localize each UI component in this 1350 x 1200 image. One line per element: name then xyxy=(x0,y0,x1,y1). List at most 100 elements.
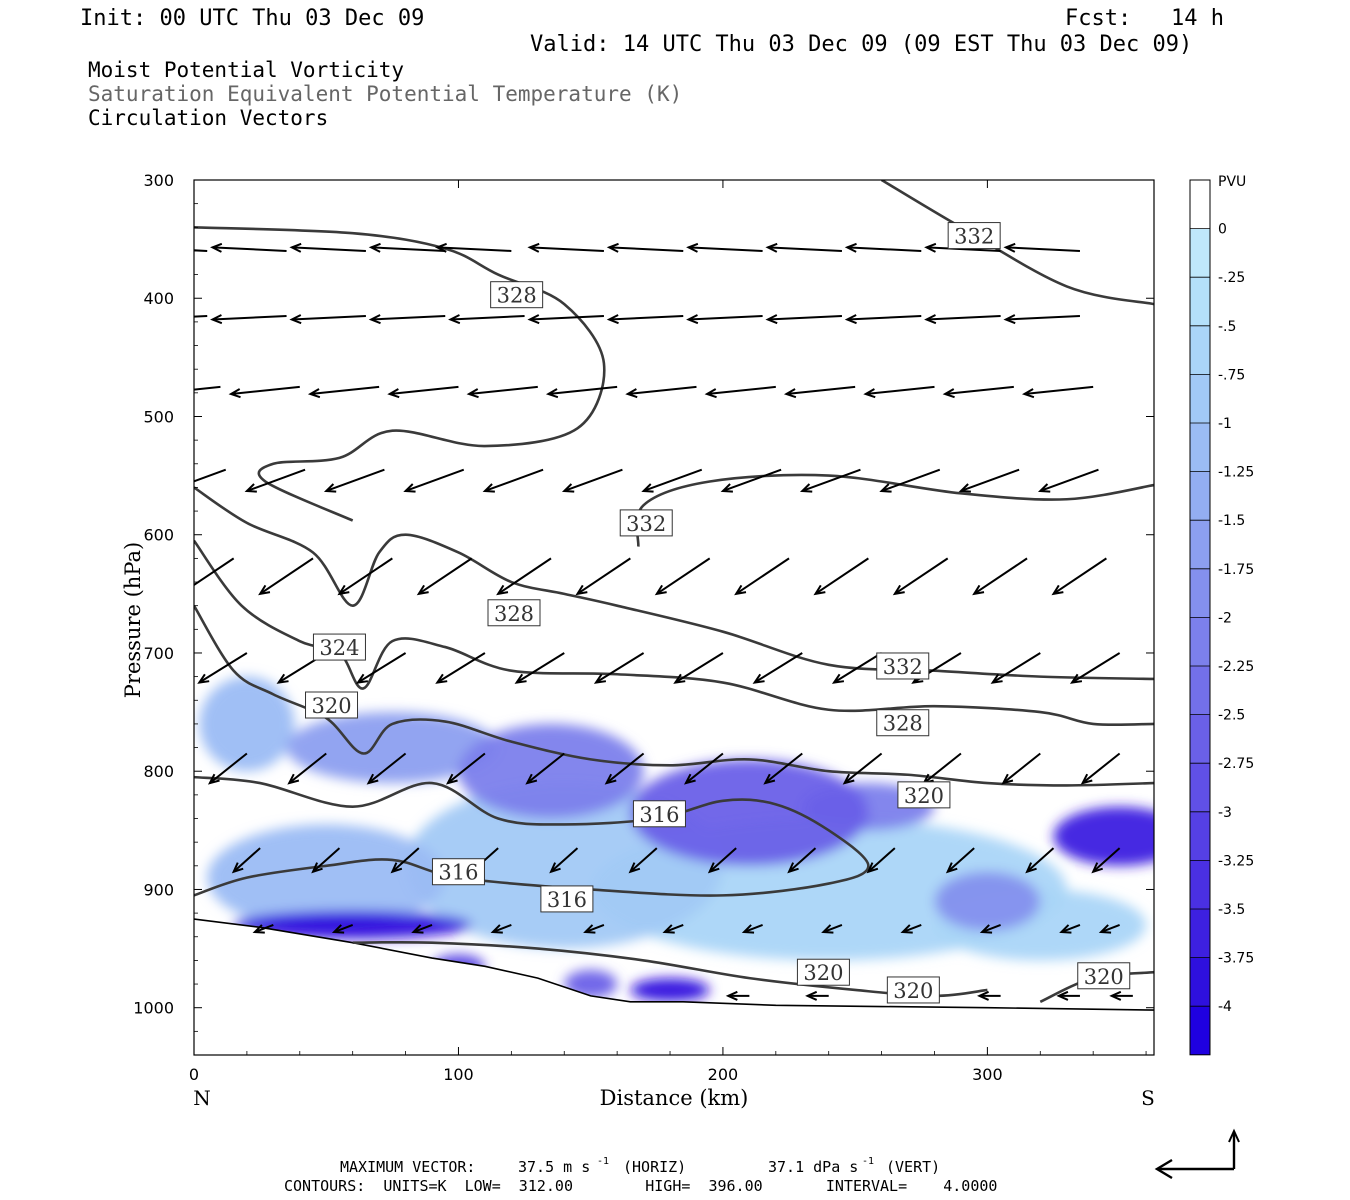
mpv-region xyxy=(1053,806,1154,866)
x-tick-label: 0 xyxy=(189,1065,199,1084)
circulation-vector xyxy=(1001,752,1041,785)
colorbar-swatch xyxy=(1190,180,1210,229)
mpv-region xyxy=(458,723,644,819)
mpv-region xyxy=(630,978,710,1002)
circulation-vector xyxy=(763,752,803,785)
x-tick-label: 200 xyxy=(708,1065,739,1084)
isentrope-label-layer: 332 328 332 328 324 332 320 328 320 316 316 316 320 3… xyxy=(305,222,1131,1004)
circulation-vector xyxy=(289,314,366,325)
colorbar-label: -.25 xyxy=(1218,270,1245,286)
circulation-vector xyxy=(194,314,208,318)
circulation-vector xyxy=(892,557,949,596)
isentrope-label: 320 xyxy=(305,691,359,719)
circulation-vector xyxy=(549,847,579,874)
colorbar: 0 -.25 -.5 -.75 -1 -1.25 -1.5 -1.75 -2 -2.25 -2.5 -… xyxy=(1189,179,1254,1056)
isentrope-label: 316 xyxy=(632,800,686,828)
colorbar-label: -3 xyxy=(1218,805,1232,821)
circulation-vector xyxy=(900,923,922,934)
svg-text:332: 332 xyxy=(883,655,923,679)
circulation-vector xyxy=(496,557,552,596)
colorbar-label: -2.5 xyxy=(1218,708,1245,724)
colorbar-label: -2.75 xyxy=(1218,756,1254,772)
colorbar-label: -3.25 xyxy=(1218,853,1254,869)
circulation-vector xyxy=(863,385,935,399)
circulation-vector xyxy=(434,242,512,253)
circulation-vector xyxy=(799,468,861,493)
circulation-vector xyxy=(368,314,446,325)
circulation-vector xyxy=(416,557,473,596)
circulation-vector xyxy=(641,468,703,493)
circulation-vector xyxy=(525,752,565,785)
circulation-vector xyxy=(194,468,227,483)
colorbar-swatch xyxy=(1190,520,1210,569)
isentrope-332 xyxy=(880,180,1154,306)
circulation-vector xyxy=(686,242,763,253)
colorbar-label: -3.75 xyxy=(1218,951,1254,967)
field-title-mpv: Moist Potential Vorticity xyxy=(88,58,404,82)
colorbar-label: -1 xyxy=(1218,416,1232,432)
svg-text:316: 316 xyxy=(438,861,478,885)
y-tick-label: 900 xyxy=(143,880,174,899)
isentrope-328 xyxy=(194,225,606,522)
circulation-vector xyxy=(606,242,684,253)
colorbar-swatch xyxy=(1190,909,1210,958)
circulation-vector xyxy=(445,752,486,785)
mpv-region xyxy=(199,676,295,772)
x-end-label-north: N xyxy=(193,1086,211,1110)
x-tick-label: 100 xyxy=(443,1065,474,1084)
circulation-vector xyxy=(783,385,856,399)
colorbar-unit-label: PVU xyxy=(1218,174,1246,190)
colorbar-swatch xyxy=(1190,714,1210,764)
circulation-vector xyxy=(958,468,1020,493)
circulation-vector xyxy=(765,314,842,325)
circulation-vector xyxy=(258,557,314,596)
circulation-vector xyxy=(1003,242,1080,253)
circulation-vector xyxy=(593,652,645,684)
plot-frame xyxy=(193,179,1155,1056)
circulation-vector xyxy=(545,385,618,399)
isentrope-label: 328 xyxy=(490,281,544,309)
circulation-vector xyxy=(411,923,433,934)
field-title-theta-es: Saturation Equivalent Potential Temperat… xyxy=(88,82,682,106)
circulation-vector-layer xyxy=(194,242,1133,1001)
colorbar-label: 0 xyxy=(1218,222,1227,238)
plot-area: 332 328 332 328 324 332 320 328 320 316 316 316 320 3… xyxy=(193,179,1155,1056)
circulation-vector xyxy=(514,652,565,684)
circulation-vector xyxy=(287,752,327,785)
colorbar-swatch xyxy=(1190,1006,1210,1055)
circulation-vector xyxy=(720,468,782,493)
circulation-vector xyxy=(194,249,208,252)
colorbar-swatch xyxy=(1190,811,1210,861)
circulation-vector xyxy=(331,923,354,934)
circulation-vector xyxy=(448,314,525,325)
circulation-vector xyxy=(734,557,790,596)
circulation-vector xyxy=(244,468,306,493)
circulation-vector xyxy=(972,557,1028,596)
max-vector-vert-value: 37.1 dPa s xyxy=(768,1158,858,1176)
circulation-vector xyxy=(403,468,465,493)
isentrope-label: 320 xyxy=(886,976,940,1004)
circulation-vector xyxy=(704,385,776,399)
circulation-vector xyxy=(366,752,407,785)
isentrope-328 xyxy=(194,486,1154,681)
colorbar-label: -1.25 xyxy=(1218,465,1254,481)
circulation-vector xyxy=(725,990,750,1001)
circulation-vector xyxy=(1080,752,1121,785)
circulation-vector xyxy=(662,923,684,934)
circulation-vector xyxy=(228,385,300,399)
isentrope-332 xyxy=(635,473,1154,547)
circulation-vector xyxy=(879,468,941,493)
y-tick-label: 400 xyxy=(143,289,174,308)
circulation-vector xyxy=(368,242,446,253)
init-time-label: Init: 00 UTC Thu 03 Dec 09 xyxy=(80,6,424,31)
circulation-vector xyxy=(866,847,896,874)
colorbar-swatch xyxy=(1190,957,1210,1007)
svg-text:316: 316 xyxy=(547,888,587,912)
circulation-vector xyxy=(606,314,684,325)
circulation-vector xyxy=(831,652,883,684)
circulation-vector xyxy=(924,242,1001,253)
isentrope-label: 328 xyxy=(487,599,541,627)
circulation-vector xyxy=(1037,468,1099,493)
circulation-vector xyxy=(821,923,843,934)
